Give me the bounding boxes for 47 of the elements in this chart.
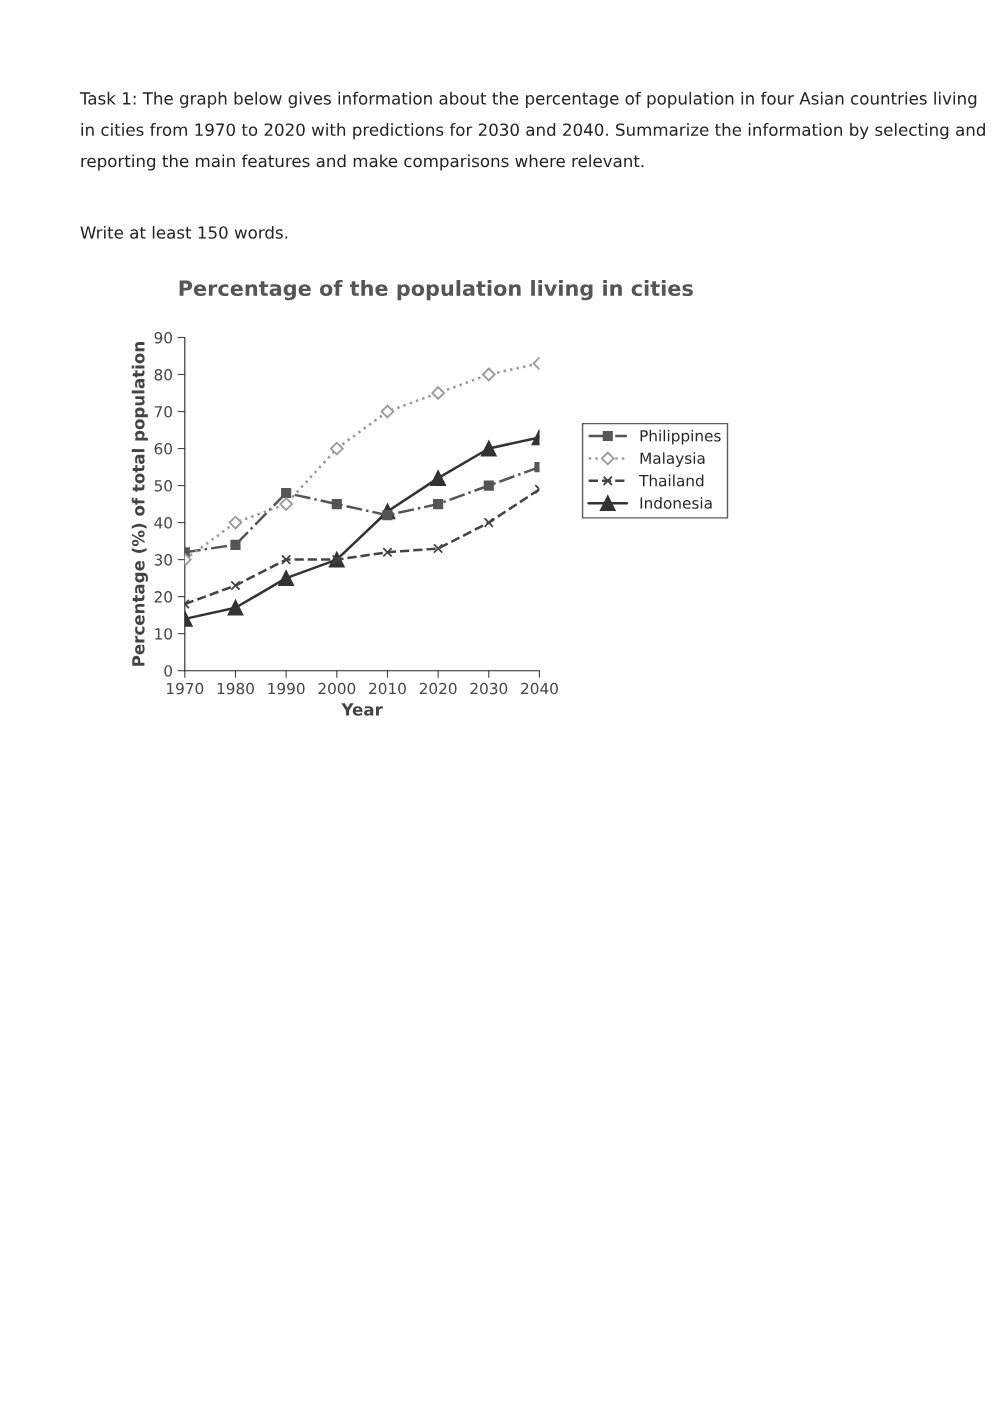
y-tick-label: 0 <box>164 665 172 677</box>
point <box>281 554 292 565</box>
text: Write at least 150 words. <box>80 225 288 239</box>
point <box>480 440 497 457</box>
legend-label: Malaysia <box>640 452 705 467</box>
y-tick-label: 30 <box>154 554 172 566</box>
point <box>281 487 292 499</box>
point <box>430 470 446 487</box>
x-tick-label: 1990 <box>268 682 305 695</box>
x-axis-title: Year <box>341 703 383 716</box>
x-tick-label: 1980 <box>217 682 254 695</box>
x-tick-label: 2040 <box>521 682 558 695</box>
legend-label: Philippines <box>640 429 721 445</box>
point <box>433 543 444 554</box>
point <box>228 515 243 530</box>
x-tick-label: 1970 <box>167 682 204 695</box>
point <box>279 497 293 511</box>
point <box>382 547 393 558</box>
legend-label: Indonesia <box>640 497 712 509</box>
point <box>483 480 494 491</box>
point <box>227 599 244 616</box>
y-tick-label: 70 <box>154 405 172 418</box>
legend-label: Thailand <box>639 474 704 487</box>
point <box>278 570 294 586</box>
y-tick-label: 90 <box>154 331 172 344</box>
y-tick-label: 50 <box>154 480 172 492</box>
x-tick-label: 2010 <box>369 682 406 695</box>
point <box>433 499 444 510</box>
point <box>483 517 494 528</box>
x-tick-label: 2000 <box>318 682 356 695</box>
chart-title: Percentage of the population living in cities <box>179 279 693 301</box>
point <box>330 441 344 456</box>
y-axis-title: Percentage (%) of total population <box>131 342 149 666</box>
point <box>230 580 241 591</box>
point <box>481 367 496 382</box>
text: Task 1: The graph below gives information about the percentage of population in four Asian countries living in cities from 1970 to 2020 with predictions for 2030 and 2040. Summarize the information by selecting and reporting the main features and make comparisons where relevant. <box>79 91 985 171</box>
x-tick-label: 2030 <box>470 682 508 695</box>
y-tick-label: 20 <box>154 591 172 603</box>
y-tick-label: 80 <box>154 368 172 381</box>
x-tick-label: 2020 <box>419 682 457 695</box>
point <box>431 386 445 400</box>
point <box>380 404 395 419</box>
y-tick-label: 40 <box>154 517 172 529</box>
y-tick-label: 10 <box>155 628 172 640</box>
point <box>331 499 342 510</box>
y-tick-label: 60 <box>154 443 172 455</box>
point <box>230 539 241 550</box>
